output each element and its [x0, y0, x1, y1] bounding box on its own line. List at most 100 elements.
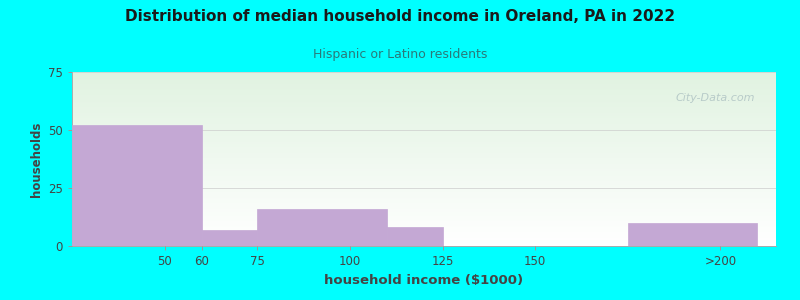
Bar: [72, 141, 776, 142]
Bar: [72, 125, 202, 246]
Bar: [72, 162, 776, 163]
Bar: [72, 174, 776, 175]
Bar: [72, 165, 776, 166]
Bar: [72, 183, 776, 184]
Bar: [72, 158, 776, 159]
Bar: [72, 157, 776, 158]
Bar: [72, 230, 776, 231]
Bar: [72, 129, 776, 130]
Bar: [72, 186, 776, 187]
Bar: [72, 215, 776, 216]
Bar: [72, 82, 776, 83]
Bar: [72, 217, 776, 218]
Bar: [72, 118, 776, 119]
Bar: [72, 128, 776, 129]
Bar: [72, 87, 776, 88]
Bar: [72, 72, 776, 73]
Bar: [72, 116, 776, 117]
Bar: [72, 176, 776, 177]
Bar: [72, 109, 776, 110]
Bar: [72, 163, 776, 164]
Bar: [72, 137, 776, 138]
Bar: [202, 230, 258, 246]
Bar: [72, 149, 776, 150]
Bar: [72, 180, 776, 181]
Bar: [72, 244, 776, 245]
Bar: [72, 189, 776, 190]
Bar: [72, 187, 776, 188]
Bar: [72, 126, 776, 127]
Bar: [72, 235, 776, 236]
Bar: [72, 167, 776, 168]
Bar: [72, 159, 776, 160]
Bar: [72, 191, 776, 192]
Bar: [72, 119, 776, 120]
Bar: [72, 222, 776, 223]
Bar: [72, 196, 776, 197]
Bar: [72, 227, 776, 228]
Bar: [72, 106, 776, 107]
Bar: [72, 148, 776, 149]
Bar: [72, 121, 776, 122]
Bar: [72, 75, 776, 76]
Bar: [72, 77, 776, 78]
Bar: [72, 218, 776, 219]
Bar: [72, 208, 776, 209]
Bar: [72, 85, 776, 86]
Bar: [72, 84, 776, 85]
Bar: [72, 166, 776, 167]
Bar: [72, 101, 776, 102]
Bar: [72, 103, 776, 104]
Bar: [72, 175, 776, 176]
Bar: [72, 245, 776, 246]
Bar: [72, 226, 776, 227]
Bar: [72, 124, 776, 125]
Bar: [72, 155, 776, 156]
Bar: [72, 100, 776, 101]
Bar: [72, 202, 776, 203]
Bar: [72, 169, 776, 170]
Bar: [72, 140, 776, 141]
Bar: [72, 164, 776, 165]
Bar: [72, 199, 776, 200]
Bar: [72, 125, 776, 126]
Bar: [72, 204, 776, 205]
Bar: [72, 82, 776, 83]
Bar: [387, 227, 442, 246]
Bar: [72, 147, 776, 148]
Bar: [72, 113, 776, 114]
Bar: [72, 193, 776, 194]
Bar: [72, 145, 776, 146]
Bar: [72, 214, 776, 215]
Bar: [72, 233, 776, 234]
Bar: [72, 154, 776, 155]
Bar: [72, 220, 776, 221]
Bar: [72, 211, 776, 212]
Bar: [628, 223, 758, 246]
Bar: [72, 238, 776, 239]
Bar: [72, 102, 776, 103]
Bar: [72, 133, 776, 134]
Bar: [72, 86, 776, 87]
Bar: [72, 105, 776, 106]
Bar: [72, 213, 776, 214]
Bar: [72, 243, 776, 244]
Bar: [72, 231, 776, 232]
Bar: [72, 142, 776, 143]
Bar: [72, 240, 776, 241]
Bar: [72, 111, 776, 112]
Bar: [72, 212, 776, 213]
Bar: [72, 242, 776, 243]
Bar: [72, 194, 776, 195]
Bar: [72, 234, 776, 235]
Bar: [72, 73, 776, 74]
Bar: [72, 112, 776, 113]
Bar: [72, 96, 776, 97]
Bar: [72, 143, 776, 144]
Bar: [72, 108, 776, 109]
Bar: [72, 225, 776, 226]
Bar: [72, 99, 776, 100]
Text: Distribution of median household income in Oreland, PA in 2022: Distribution of median household income …: [125, 9, 675, 24]
Bar: [72, 91, 776, 92]
Bar: [72, 228, 776, 229]
